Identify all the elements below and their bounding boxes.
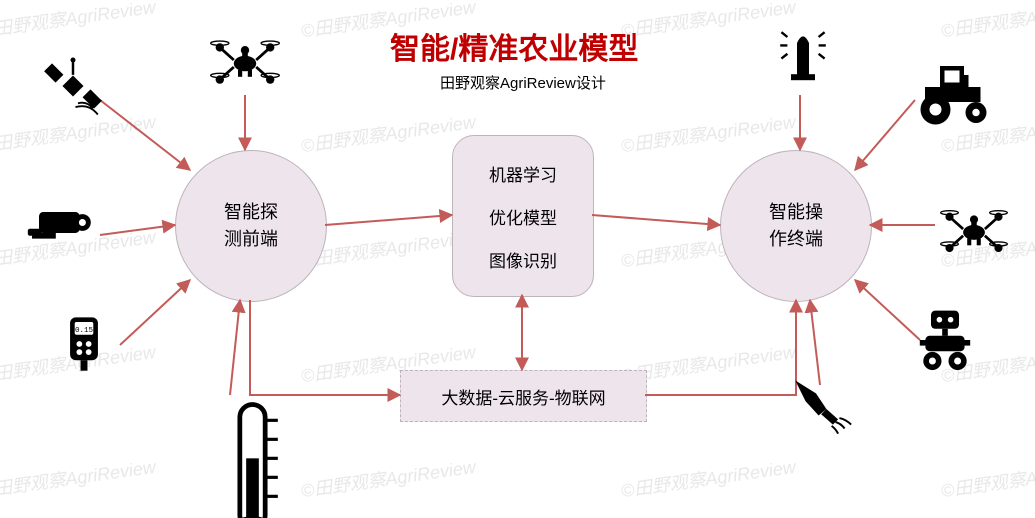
watermark: ©田野观察AgriReview xyxy=(619,0,797,43)
diagram-title: 智能/精准农业模型 xyxy=(390,24,638,68)
tractor-icon xyxy=(910,60,1000,150)
sprinkler-icon xyxy=(773,25,833,85)
svg-text:0.15: 0.15 xyxy=(75,327,94,335)
watermark: ©田野观察AgriReview xyxy=(0,0,157,43)
edge xyxy=(645,300,796,395)
watermark: ©田野观察AgriReview xyxy=(619,108,797,158)
ml-line: 图像识别 xyxy=(489,247,557,272)
drone_l-icon xyxy=(210,25,280,95)
robot-icon xyxy=(910,305,980,375)
edge xyxy=(592,215,720,225)
edge xyxy=(325,215,452,225)
thermo-icon xyxy=(205,395,300,490)
node-bigdata-box: 大数据-云服务-物联网 xyxy=(400,370,647,422)
diagram-subtitle: 田野观察AgriReview设计 xyxy=(440,72,606,93)
watermark: ©田野观察AgriReview xyxy=(299,453,477,503)
watermark: ©田野观察AgriReview xyxy=(939,453,1035,503)
edge xyxy=(120,280,190,345)
camera-icon xyxy=(25,205,95,275)
edge xyxy=(250,300,400,395)
ml-line: 机器学习 xyxy=(489,161,557,186)
watermark: ©田野观察AgriReview xyxy=(619,453,797,503)
edge xyxy=(230,300,240,395)
nozzle-icon xyxy=(790,370,855,435)
edge xyxy=(100,100,190,170)
drone_r-icon xyxy=(940,195,1008,263)
watermark: ©田野观察AgriReview xyxy=(299,108,477,158)
node-ml-box: 机器学习优化模型图像识别 xyxy=(452,135,594,297)
watermark: ©田野观察AgriReview xyxy=(0,453,157,503)
edge xyxy=(100,225,175,235)
node-operation-terminal: 智能操作终端 xyxy=(720,150,872,302)
node-sensing-frontend: 智能探测前端 xyxy=(175,150,327,302)
ml-line: 优化模型 xyxy=(489,204,557,229)
watermark: ©田野观察AgriReview xyxy=(939,0,1035,43)
satellite-icon xyxy=(42,55,104,117)
edge xyxy=(855,100,915,170)
meter-icon: 0.15 xyxy=(55,315,113,373)
